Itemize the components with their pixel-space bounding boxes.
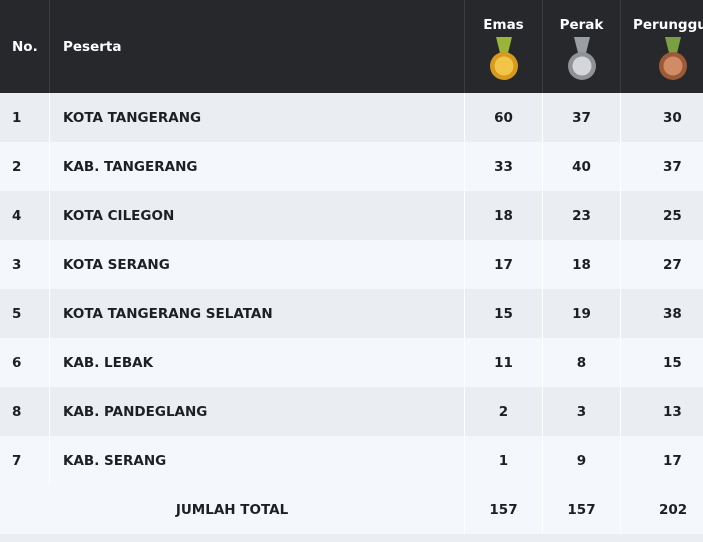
medal-icon — [568, 37, 596, 80]
medal-count: 15 — [621, 338, 703, 387]
medal-count: 3 — [543, 387, 621, 436]
medal-count: 27 — [621, 240, 703, 289]
medal-count: 11 — [465, 338, 543, 387]
medal-count: 15 — [465, 289, 543, 338]
medal-count: 38 — [621, 289, 703, 338]
rank: 5 — [0, 289, 50, 338]
medal-count: 1 — [465, 436, 543, 485]
medal-icon — [659, 37, 687, 80]
medal-count: 18 — [465, 191, 543, 240]
rank: 7 — [0, 436, 50, 485]
medal-count: 19 — [543, 289, 621, 338]
rank: 4 — [0, 191, 50, 240]
total-count: 157 — [465, 485, 543, 534]
medal-icon — [490, 37, 518, 80]
medal-count: 40 — [543, 142, 621, 191]
participant-name: KAB. PANDEGLANG — [50, 387, 465, 436]
medal-count: 8 — [543, 338, 621, 387]
medal-count: 9 — [543, 436, 621, 485]
participant-name: KAB. LEBAK — [50, 338, 465, 387]
rank: 8 — [0, 387, 50, 436]
medal-count: 25 — [621, 191, 703, 240]
header-cell: No. — [0, 0, 50, 93]
rank: 2 — [0, 142, 50, 191]
header-cell: Perunggu — [621, 0, 703, 93]
participant-name: KOTA TANGERANG SELATAN — [50, 289, 465, 338]
total-count: 157 — [543, 485, 621, 534]
participant-name: KOTA TANGERANG — [50, 93, 465, 142]
table-bottom — [0, 534, 703, 542]
participant-name: KAB. SERANG — [50, 436, 465, 485]
medal-count: 30 — [621, 93, 703, 142]
rank: 6 — [0, 338, 50, 387]
rank: 3 — [0, 240, 50, 289]
medal-count: 23 — [543, 191, 621, 240]
participant-name: KOTA SERANG — [50, 240, 465, 289]
medal-count: 2 — [465, 387, 543, 436]
medal-count: 18 — [543, 240, 621, 289]
total-label: JUMLAH TOTAL — [0, 485, 465, 534]
medal-count: 60 — [465, 93, 543, 142]
rank: 1 — [0, 93, 50, 142]
medal-count: 37 — [621, 142, 703, 191]
medal-count: 17 — [621, 436, 703, 485]
total-count: 202 — [621, 485, 703, 534]
medal-count: 37 — [543, 93, 621, 142]
participant-name: KOTA CILEGON — [50, 191, 465, 240]
medal-count: 33 — [465, 142, 543, 191]
header-cell: Peserta — [50, 0, 465, 93]
medal-count: 13 — [621, 387, 703, 436]
medal-count: 17 — [465, 240, 543, 289]
participant-name: KAB. TANGERANG — [50, 142, 465, 191]
